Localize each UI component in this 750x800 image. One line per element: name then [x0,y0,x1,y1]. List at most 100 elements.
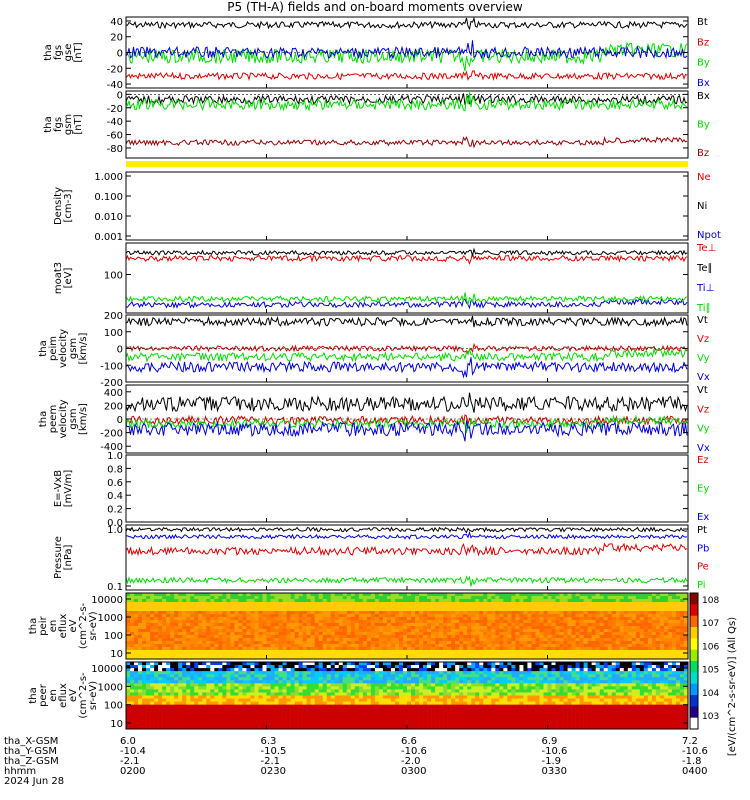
spectrogram-cell [394,644,400,648]
spectrogram-cell [455,614,460,618]
spectrogram-cell [254,686,259,690]
spectrogram-cell [595,662,600,666]
spectrogram-cell [507,689,512,693]
spectrogram-cell [154,653,159,657]
spectrogram-cell [226,596,231,600]
spectrogram-cell [627,605,633,609]
spectrogram-cell [443,641,448,645]
spectrogram-cell [190,623,195,627]
spectrogram-cell [635,623,641,627]
spectrogram-cell [158,650,163,654]
spectrogram-cell [154,680,159,684]
spectrogram-cell [591,641,596,645]
spectrogram-cell [402,629,408,633]
spectrogram-cell [511,665,516,669]
spectrogram-cell [278,656,283,660]
spectrogram-cell [182,689,187,693]
spectrogram-cell [202,635,207,639]
spectrogram-cell [390,665,396,669]
spectrogram-cell [591,680,596,684]
spectrogram-cell [298,641,303,645]
spectrogram-cell [170,605,175,609]
spectrogram-cell [330,593,336,597]
spectrogram-cell [218,680,223,684]
spectrogram-cell [539,593,544,597]
spectrogram-cell [306,662,311,666]
spectrogram-cell [226,680,231,684]
spectrogram-cell [330,674,336,678]
spectrogram-cell [471,593,476,597]
spectrogram-cell [138,677,143,681]
spectrogram-cell [671,695,677,699]
spectrogram-cell [491,683,496,687]
spectrogram-cell [358,638,364,642]
spectrogram-cell [579,644,584,648]
spectrogram-cell [198,665,203,669]
spectrogram-cell [595,656,600,660]
spectrogram-cell [174,617,179,621]
spectrogram-cell [186,641,191,645]
spectrogram-cell [182,626,187,630]
spectrogram-cell [571,632,576,636]
spectrogram-cell [507,662,512,666]
spectrogram-cell [250,680,255,684]
spectrogram-cell [282,665,287,669]
spectrogram-cell [407,635,412,639]
spectrogram-cell [483,623,488,627]
spectrogram-cell [330,626,336,630]
spectrogram-cell [166,593,171,597]
spectrogram-cell [655,614,661,618]
spectrogram-cell [479,635,484,639]
spectrogram-cell [334,614,340,618]
spectrogram-cell [278,602,283,606]
spectrogram-cell [382,680,388,684]
spectrogram-cell [551,665,556,669]
spectrogram-cell [591,614,596,618]
spectrogram-cell [126,674,131,678]
spectrogram-cell [198,662,203,666]
spectrogram-cell [254,695,259,699]
spectrogram-cell [202,692,207,696]
spectrogram-cell [178,695,183,699]
spectrogram-cell [186,620,191,624]
spectrogram-cell [146,605,151,609]
spectrogram-cell [519,602,524,606]
spectrogram-cell [298,671,303,675]
spectrogram-cell [551,647,556,651]
spectrogram-cell [338,668,344,672]
spectrogram-cell [310,596,315,600]
spectrogram-cell [238,629,243,633]
spectrogram-cell [350,644,356,648]
spectrogram-cell [407,692,412,696]
spectrogram-cell [631,677,637,681]
spectrogram-cell [575,623,580,627]
spectrogram-cell [663,611,669,615]
spectrogram-cell [611,623,617,627]
spectrogram-cell [543,674,548,678]
spectrogram-cell [539,620,544,624]
spectrogram-cell [398,605,404,609]
spectrogram-cell [423,599,428,603]
spectrogram-cell [679,674,685,678]
spectrogram-cell [651,605,657,609]
spectrogram-cell [330,653,336,657]
spectrogram-cell [647,683,653,687]
spectrogram-cell [226,695,231,699]
spectrogram-cell [266,653,271,657]
spectrogram-cell [158,647,163,651]
spectrogram-cell [394,635,400,639]
spectrogram-cell [374,677,380,681]
spectrogram-cell [639,623,645,627]
spectrogram-cell [134,593,139,597]
spectrogram-cell [423,665,428,669]
spectrogram-cell [603,629,609,633]
spectrogram-cell [358,695,364,699]
spectrogram-cell [238,602,243,606]
spectrogram-cell [643,629,649,633]
spectrogram-cell [222,692,227,696]
spectrogram-cell [583,689,588,693]
spectrogram-cell [370,593,376,597]
spectrogram-cell [599,644,604,648]
spectrogram-cell [611,689,617,693]
